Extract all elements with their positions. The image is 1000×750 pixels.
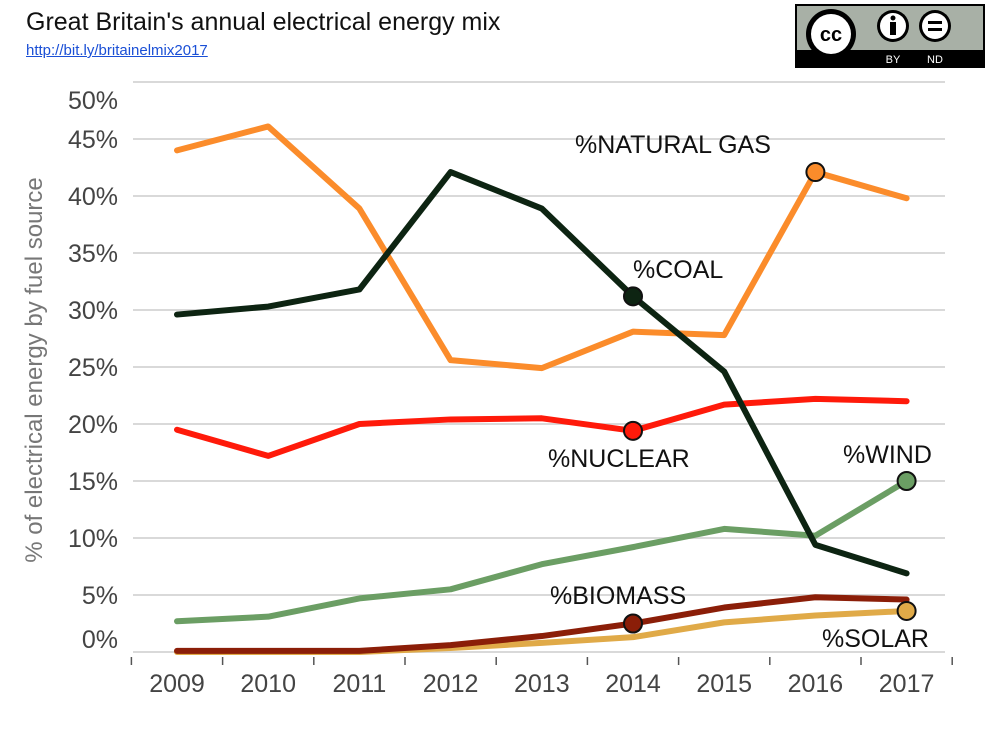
x-tick-label: 2017 bbox=[879, 670, 935, 698]
y-tick-label: 45% bbox=[68, 126, 118, 154]
series-marker bbox=[623, 420, 643, 441]
series-label: %BIOMASS bbox=[550, 582, 686, 610]
y-tick-label: 0% bbox=[82, 626, 118, 654]
series-line-natural-gas bbox=[174, 123, 910, 372]
y-tick-label: 20% bbox=[68, 411, 118, 439]
series-label: %WIND bbox=[843, 441, 932, 469]
x-tick-label: 2010 bbox=[240, 670, 296, 698]
series-line-solar bbox=[174, 607, 910, 655]
x-tick-label: 2012 bbox=[423, 670, 479, 698]
series-label: %NATURAL GAS bbox=[575, 131, 771, 159]
svg-text:ND: ND bbox=[927, 54, 943, 66]
y-tick-label: 15% bbox=[68, 468, 118, 496]
series-line-coal bbox=[174, 169, 910, 577]
series-marker bbox=[805, 162, 826, 183]
source-link[interactable]: http://bit.ly/britainelmix2017 bbox=[26, 42, 208, 59]
series-label: %NUCLEAR bbox=[548, 445, 690, 473]
chart-title: Great Britain's annual electrical energy… bbox=[26, 8, 501, 36]
series-label: %SOLAR bbox=[822, 625, 929, 653]
y-tick-label: 40% bbox=[68, 183, 118, 211]
series-line-wind bbox=[174, 478, 910, 625]
x-tick-label: 2014 bbox=[605, 670, 661, 698]
series-marker bbox=[623, 286, 643, 307]
series-marker bbox=[623, 613, 643, 634]
y-tick-label: 50% bbox=[68, 87, 118, 115]
y-tick-label: 25% bbox=[68, 354, 118, 382]
y-tick-label: 5% bbox=[82, 582, 118, 610]
x-tick-label: 2016 bbox=[788, 670, 844, 698]
y-tick-label: 10% bbox=[68, 525, 118, 553]
series-line-biomass bbox=[174, 594, 910, 654]
series-label: %COAL bbox=[633, 256, 723, 284]
attribution-person-icon bbox=[877, 10, 909, 42]
x-tick-label: 2013 bbox=[514, 670, 570, 698]
series-line-nuclear bbox=[174, 395, 910, 459]
no-derivatives-equals-icon bbox=[919, 10, 951, 42]
x-tick-label: 2015 bbox=[696, 670, 752, 698]
x-tick-label: 2009 bbox=[149, 670, 205, 698]
y-tick-label: 35% bbox=[68, 240, 118, 268]
series-marker bbox=[896, 600, 917, 621]
y-tick-label: 30% bbox=[68, 297, 118, 325]
x-tick-label: 2011 bbox=[333, 670, 387, 698]
y-axis-label: % of electrical energy by fuel source bbox=[21, 177, 48, 563]
svg-text:BY: BY bbox=[886, 54, 901, 66]
cc-by-nd-license-badge: cc BY ND bbox=[795, 4, 985, 68]
series-marker bbox=[896, 471, 917, 491]
svg-text:cc: cc bbox=[820, 24, 842, 46]
